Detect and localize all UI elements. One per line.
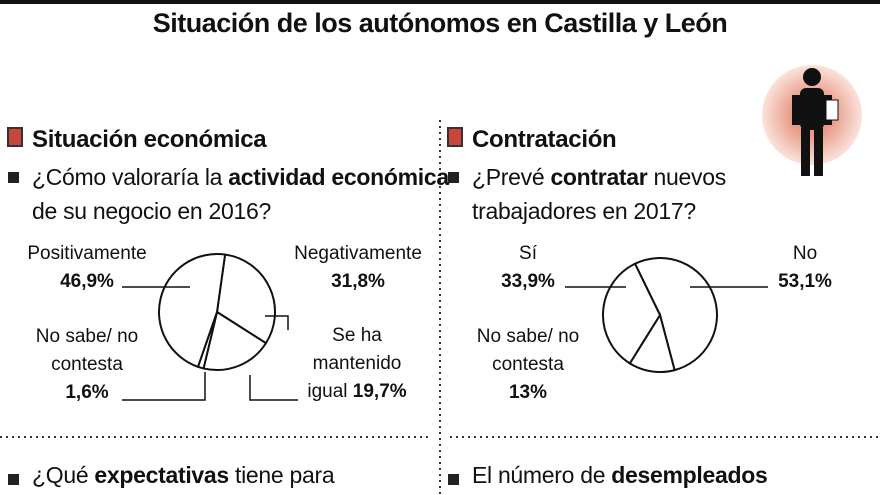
text-segment: actividad económica [228,164,449,190]
slice-label: Se ha mantenido igual 19,7% [302,322,412,406]
worker-icon [762,65,862,176]
text-segment: desempleados [611,462,768,488]
category-label: Se ha mantenido igual [307,325,402,402]
slice-label: Sí 33,9% [468,240,588,296]
title: Situación de los autónomos en Castilla y… [152,8,728,38]
footer-text: ¿Qué expectativas tiene para [32,462,335,489]
text-segment: ¿Prevé [472,164,551,190]
footer-text: El número de desempleados [472,462,768,489]
text-segment: contratar [550,164,648,190]
slice-label: Negativamente 31,8% [278,240,438,296]
category-label: No sabe/ no contesta [476,326,580,375]
top-rule [0,0,880,4]
category-label: Sí [519,243,537,264]
text-segment: de su negocio en 2016? [32,198,271,224]
text-segment: ¿Qué [32,462,95,488]
pie-slice [202,310,268,371]
leader-line [249,375,298,401]
bullet [448,172,459,183]
pie-slice [158,253,227,369]
slice-label: Positivamente 46,9% [7,240,167,296]
slice-label: No sabe/ no contesta 1,6% [17,323,157,407]
text-segment: ¿Cómo valoraría la [32,164,229,190]
bullet [8,474,19,485]
category-label: No [792,243,818,264]
category-label: Negativamente [294,243,422,264]
value-label: 53,1% [778,271,832,292]
section-marker [447,127,463,147]
slice-label: No sabe/ no contesta 13% [458,323,598,407]
bullet [8,172,19,183]
value-label: 31,8% [331,271,385,292]
value-label: 33,9% [501,271,555,292]
value-label: 46,9% [60,271,114,292]
text-segment: expectativas [94,462,229,488]
text-segment: tiene para [228,462,335,488]
leader-line [265,315,289,330]
question: ¿Cómo valoraría la actividad económica d… [32,160,462,228]
value-label: 19,7% [352,381,407,402]
pie-slice [633,257,718,372]
section-heading: Contratación [472,126,617,153]
question: ¿Prevé contratar nuevos trabajadores en … [472,160,802,228]
bullet [448,474,459,485]
category-label: No sabe/ no contesta [35,326,139,375]
value-label: 13% [508,382,548,403]
section-marker [7,127,23,147]
text-segment: El número de [472,462,612,488]
pie-slice [602,262,662,365]
leader-line [122,372,206,401]
text-segment: nuevos trabajadores en 2017? [472,164,726,224]
value-label: 1,6% [65,382,109,403]
category-label: Positivamente [27,243,147,264]
slice-label: No 53,1% [745,240,865,296]
section-heading: Situación económica [32,126,267,153]
